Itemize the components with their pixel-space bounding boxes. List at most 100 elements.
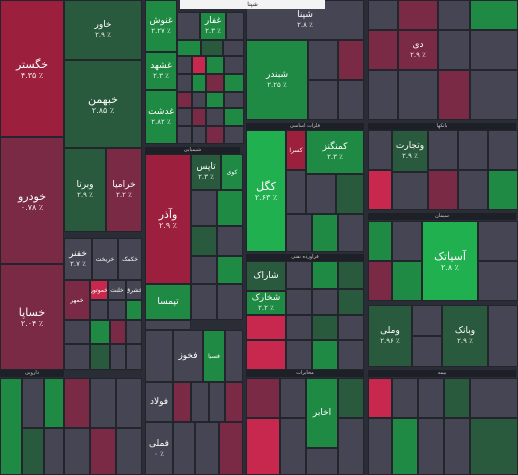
stock-tile[interactable]: [219, 422, 243, 475]
stock-tile[interactable]: [224, 108, 244, 126]
stock-tile[interactable]: [286, 315, 312, 340]
stock-tile[interactable]: [418, 378, 444, 418]
stock-tile[interactable]: [177, 12, 200, 40]
stock-tile[interactable]: [145, 320, 191, 330]
stock-tile[interactable]: فملی ۰ ٪: [145, 422, 173, 475]
stock-tile[interactable]: خمهر: [64, 280, 90, 320]
stock-tile[interactable]: [192, 74, 206, 92]
stock-tile[interactable]: [217, 190, 243, 226]
stock-tile[interactable]: خرامیا ۲.۲ ٪: [106, 148, 142, 232]
stock-tile[interactable]: وبرنا ۲.۹ ٪: [64, 148, 106, 232]
stock-tile[interactable]: خموتور: [90, 280, 108, 300]
stock-tile[interactable]: [308, 80, 338, 120]
stock-tile[interactable]: [488, 305, 518, 367]
stock-tile[interactable]: [192, 56, 206, 74]
stock-tile[interactable]: [470, 418, 518, 475]
stock-tile[interactable]: [286, 289, 312, 315]
stock-tile[interactable]: [192, 126, 206, 144]
stock-tile[interactable]: [191, 190, 217, 226]
stock-tile[interactable]: شبندر ۲.۲۵ ٪: [246, 40, 308, 120]
stock-tile[interactable]: [44, 428, 64, 475]
stock-tile[interactable]: [64, 344, 90, 370]
stock-tile[interactable]: [418, 418, 444, 475]
stock-tile[interactable]: [224, 92, 244, 108]
stock-tile[interactable]: [444, 418, 470, 475]
stock-tile[interactable]: [64, 378, 90, 428]
stock-tile[interactable]: [195, 422, 219, 475]
stock-tile[interactable]: [145, 330, 173, 382]
stock-tile[interactable]: [173, 422, 195, 475]
stock-tile[interactable]: [224, 74, 244, 92]
stock-tile[interactable]: کسرا: [286, 130, 306, 170]
stock-tile[interactable]: [312, 315, 338, 340]
stock-tile[interactable]: [392, 172, 428, 210]
stock-tile[interactable]: [225, 382, 243, 422]
stock-tile[interactable]: [246, 418, 280, 475]
stock-tile[interactable]: [338, 80, 364, 120]
stock-tile[interactable]: [412, 336, 442, 367]
stock-tile[interactable]: [177, 40, 201, 56]
stock-tile[interactable]: [226, 12, 244, 40]
stock-tile[interactable]: [338, 418, 364, 475]
stock-tile[interactable]: [368, 130, 392, 170]
stock-tile[interactable]: [458, 170, 488, 210]
stock-tile[interactable]: [126, 320, 142, 344]
stock-tile[interactable]: [177, 126, 192, 144]
stock-tile[interactable]: [306, 448, 338, 475]
stock-tile[interactable]: [470, 0, 518, 30]
stock-tile[interactable]: [368, 418, 392, 475]
stock-tile[interactable]: خفنر ۲.۷ ٪: [64, 238, 92, 280]
stock-tile[interactable]: اخابر: [306, 378, 338, 448]
stock-tile[interactable]: وبانک ۲.۹ ٪: [442, 305, 488, 367]
stock-tile[interactable]: خودرو ۰.۷۸ ٪: [0, 137, 64, 264]
stock-tile[interactable]: [470, 70, 518, 120]
stock-tile[interactable]: وتجارت ۲.۹ ٪: [392, 130, 428, 172]
stock-tile[interactable]: [312, 214, 338, 252]
stock-tile[interactable]: [223, 40, 244, 56]
stock-tile[interactable]: [368, 261, 392, 301]
stock-tile[interactable]: [217, 256, 243, 284]
stock-tile[interactable]: [438, 70, 470, 120]
stock-tile[interactable]: [458, 130, 488, 170]
stock-tile[interactable]: کگل ۲.۶۳ ٪: [246, 130, 286, 252]
stock-tile[interactable]: [392, 261, 422, 301]
stock-tile[interactable]: خلنت: [108, 280, 126, 300]
stock-tile[interactable]: [338, 214, 364, 252]
stock-tile[interactable]: آسیاتک ۲.۸ ٪: [422, 221, 478, 301]
stock-tile[interactable]: [338, 340, 364, 370]
stock-tile[interactable]: خاور ۲.۹ ٪: [64, 0, 142, 60]
stock-tile[interactable]: [116, 378, 142, 428]
stock-tile[interactable]: [90, 378, 116, 428]
stock-tile[interactable]: [368, 0, 398, 30]
stock-tile[interactable]: [368, 378, 392, 418]
stock-tile[interactable]: خکمک: [118, 238, 142, 280]
stock-tile[interactable]: [191, 284, 217, 320]
stock-tile[interactable]: [286, 214, 312, 252]
stock-tile[interactable]: [428, 170, 458, 210]
stock-tile[interactable]: [108, 300, 126, 320]
stock-tile[interactable]: غنوش ۲.۲۷ ٪: [145, 0, 177, 52]
stock-tile[interactable]: [206, 74, 224, 92]
stock-tile[interactable]: [177, 108, 192, 126]
stock-tile[interactable]: [488, 130, 518, 170]
stock-tile[interactable]: [478, 261, 518, 301]
stock-tile[interactable]: [444, 378, 470, 418]
stock-tile[interactable]: [177, 56, 192, 74]
stock-tile[interactable]: [286, 261, 312, 289]
stock-tile[interactable]: خشرق: [126, 280, 142, 300]
stock-tile[interactable]: [224, 56, 244, 74]
stock-tile[interactable]: [392, 418, 418, 475]
stock-tile[interactable]: [110, 344, 126, 370]
stock-tile[interactable]: [368, 170, 392, 210]
stock-tile[interactable]: [90, 428, 116, 475]
stock-tile[interactable]: [90, 320, 110, 344]
stock-tile[interactable]: [312, 289, 338, 315]
stock-tile[interactable]: [368, 221, 392, 261]
stock-tile[interactable]: [64, 428, 90, 475]
stock-tile[interactable]: [392, 378, 418, 418]
stock-tile[interactable]: [191, 256, 217, 284]
stock-tile[interactable]: فولاد: [145, 382, 173, 422]
stock-tile[interactable]: [286, 170, 306, 214]
stock-tile[interactable]: [192, 92, 206, 108]
stock-tile[interactable]: [224, 126, 244, 144]
